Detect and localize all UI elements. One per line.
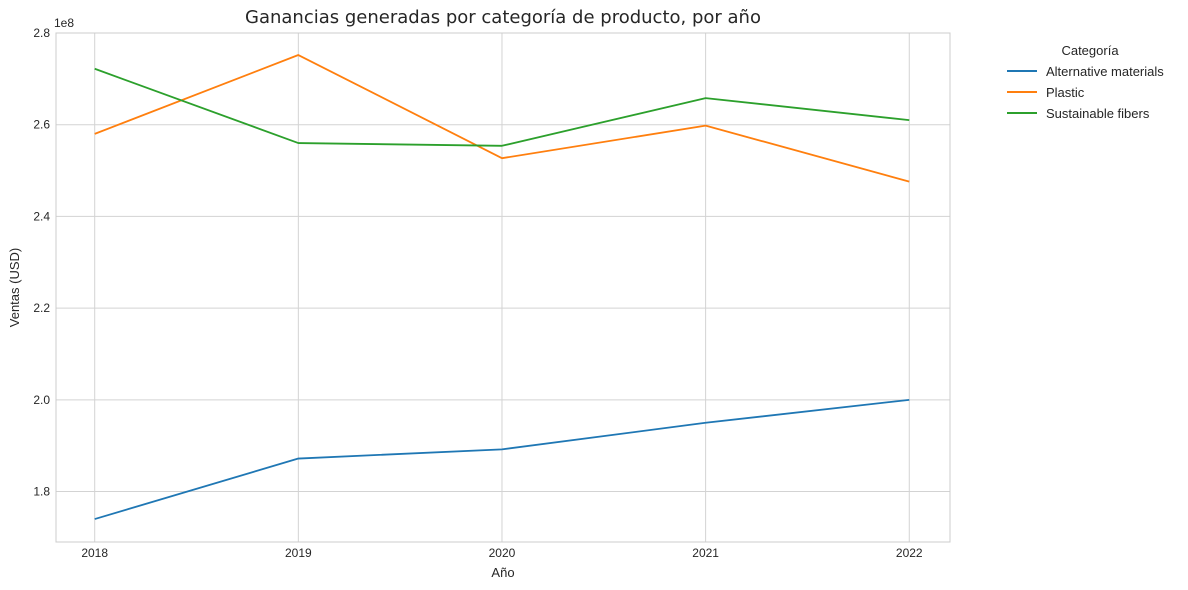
y-tick-label: 2.0 <box>33 393 50 407</box>
legend-items: Alternative materials Plastic Sustainable … <box>1007 64 1164 121</box>
y-axis-label: Ventas (USD) <box>7 248 22 327</box>
x-axis-label: Año <box>491 565 514 580</box>
legend-label: Sustainable fibers <box>1046 106 1150 121</box>
x-tick-label: 2019 <box>285 546 312 560</box>
y-tick-label: 2.2 <box>33 301 50 315</box>
legend-label: Alternative materials <box>1046 64 1164 79</box>
y-tick-label: 1.8 <box>33 485 50 499</box>
y-axis-offset-label: 1e8 <box>54 16 74 30</box>
x-tick-label: 2021 <box>692 546 719 560</box>
x-tick-labels: 2018 2019 2020 2021 2022 <box>81 546 923 560</box>
y-tick-label: 2.6 <box>33 118 50 132</box>
x-tick-label: 2018 <box>81 546 108 560</box>
series-line[interactable] <box>94 67 910 147</box>
legend-label: Plastic <box>1046 85 1085 100</box>
y-tick-label: 2.4 <box>33 209 50 223</box>
legend[interactable]: Categoría Alternative materials Plastic Su… <box>1007 43 1164 121</box>
x-tick-label: 2022 <box>896 546 923 560</box>
series-line[interactable] <box>94 54 910 183</box>
legend-item[interactable]: Alternative materials <box>1007 64 1164 79</box>
y-tick-label: 2.8 <box>33 26 50 40</box>
chart-title: Ganancias generadas por categoría de pro… <box>245 7 761 28</box>
legend-item[interactable]: Plastic <box>1007 85 1085 100</box>
series-lines <box>94 54 910 520</box>
series-line[interactable] <box>94 398 910 520</box>
x-tick-label: 2020 <box>489 546 516 560</box>
legend-item[interactable]: Sustainable fibers <box>1007 106 1150 121</box>
y-tick-labels: 1.8 2.0 2.2 2.4 2.6 2.8 <box>33 26 50 499</box>
plot-frame <box>55 32 951 543</box>
legend-title: Categoría <box>1061 43 1119 58</box>
